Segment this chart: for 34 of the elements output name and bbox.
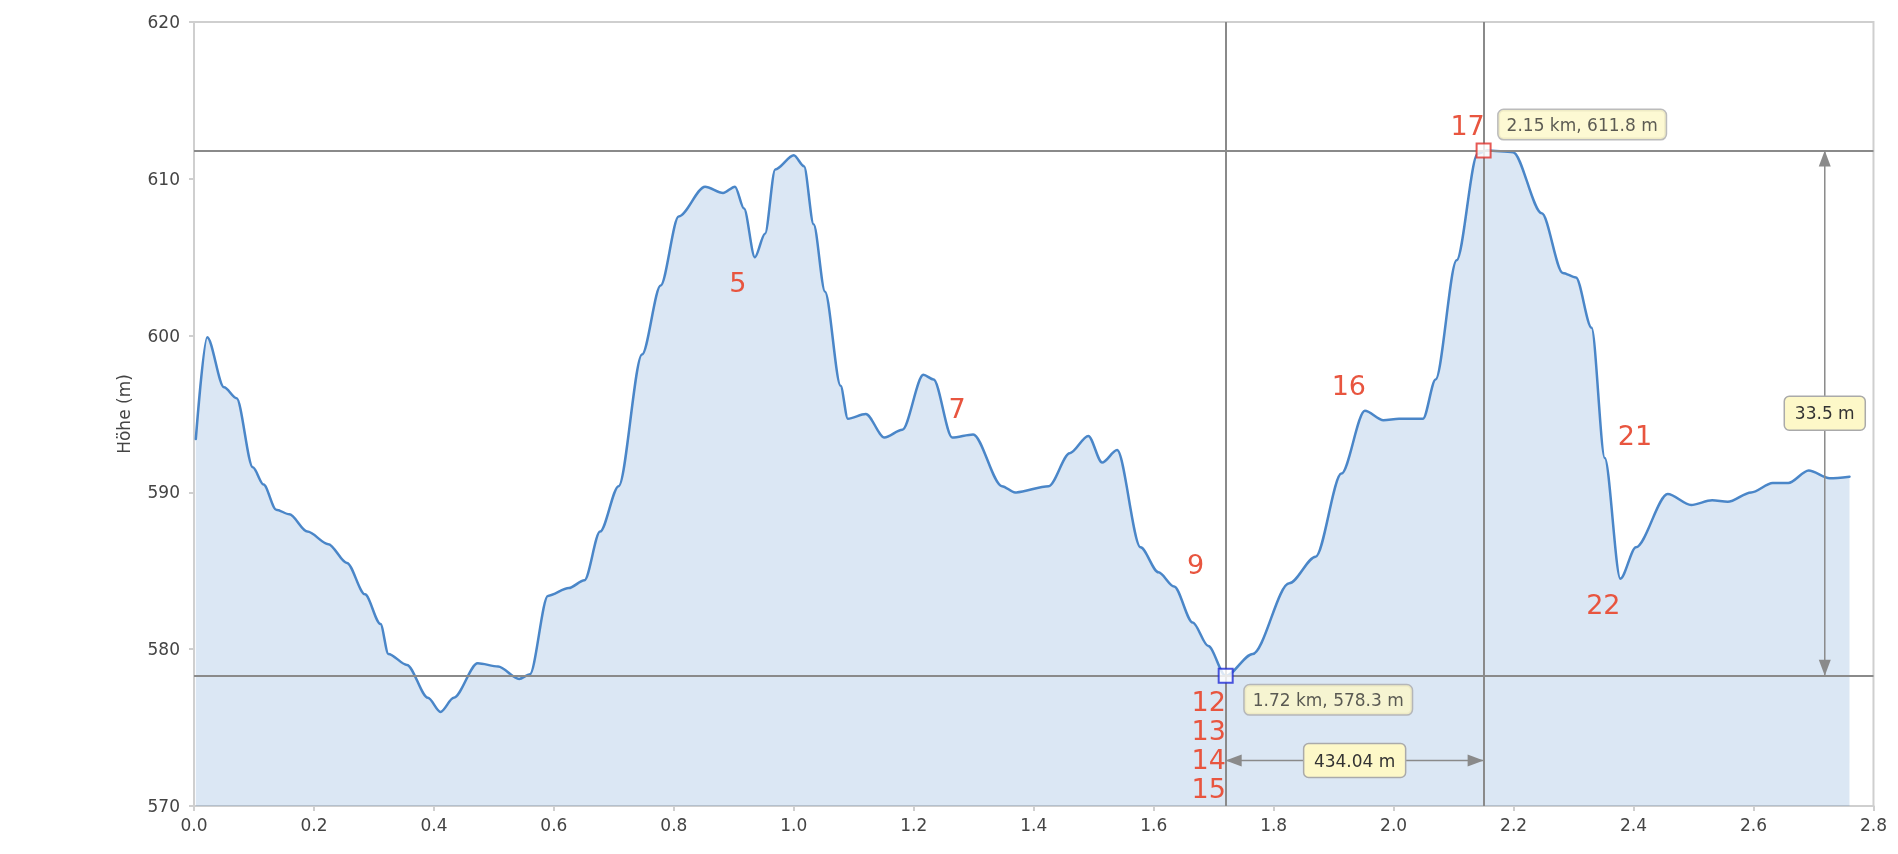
annotation: 16 [1331,369,1367,401]
x-tick-label: 2.4 [1620,814,1648,835]
x-tick-label: 1.4 [1020,814,1048,835]
x-tick-label: 2.8 [1859,814,1888,835]
annotation: 17 [1450,109,1485,141]
annotation: 9 [1187,548,1205,580]
annotation: 434.04 m [1313,750,1396,771]
x-tick-label: 0.6 [540,814,568,835]
annotation: 12 13 14 15 [1191,685,1226,804]
annotation: 21 [1617,420,1653,452]
x-tick-label: 2.0 [1380,814,1408,835]
data-label: 2.15 km, 611.8 m [1506,114,1658,135]
x-tick-label: 1.6 [1140,814,1168,835]
annotation: 7 [948,393,966,425]
x-tick-label: 1.2 [900,814,928,835]
annotation: 5 [729,267,747,299]
x-tick-label: 1.8 [1260,814,1288,835]
x-tick-label: 2.6 [1740,814,1768,835]
y-axis-title: Höhe (m) [113,374,134,454]
x-tick-label: 0.8 [660,814,688,835]
x-tick-label: 0.4 [420,814,448,835]
x-tick-label: 0.2 [300,814,328,835]
y-tick-label: 580 [147,639,180,660]
data-label: 1.72 km, 578.3 m [1252,689,1404,710]
y-tick-label: 590 [147,482,180,503]
x-tick-label: 2.2 [1500,814,1528,835]
annotation: 22 [1586,588,1621,620]
annotation: 33.5 m [1794,403,1855,424]
y-tick-label: 600 [147,325,180,346]
x-tick-label: 0.0 [180,814,208,835]
y-tick-label: 610 [147,168,180,189]
x-tick-label: 1.0 [780,814,808,835]
y-tick-label: 570 [147,796,180,816]
y-tick-label: 620 [147,12,180,32]
